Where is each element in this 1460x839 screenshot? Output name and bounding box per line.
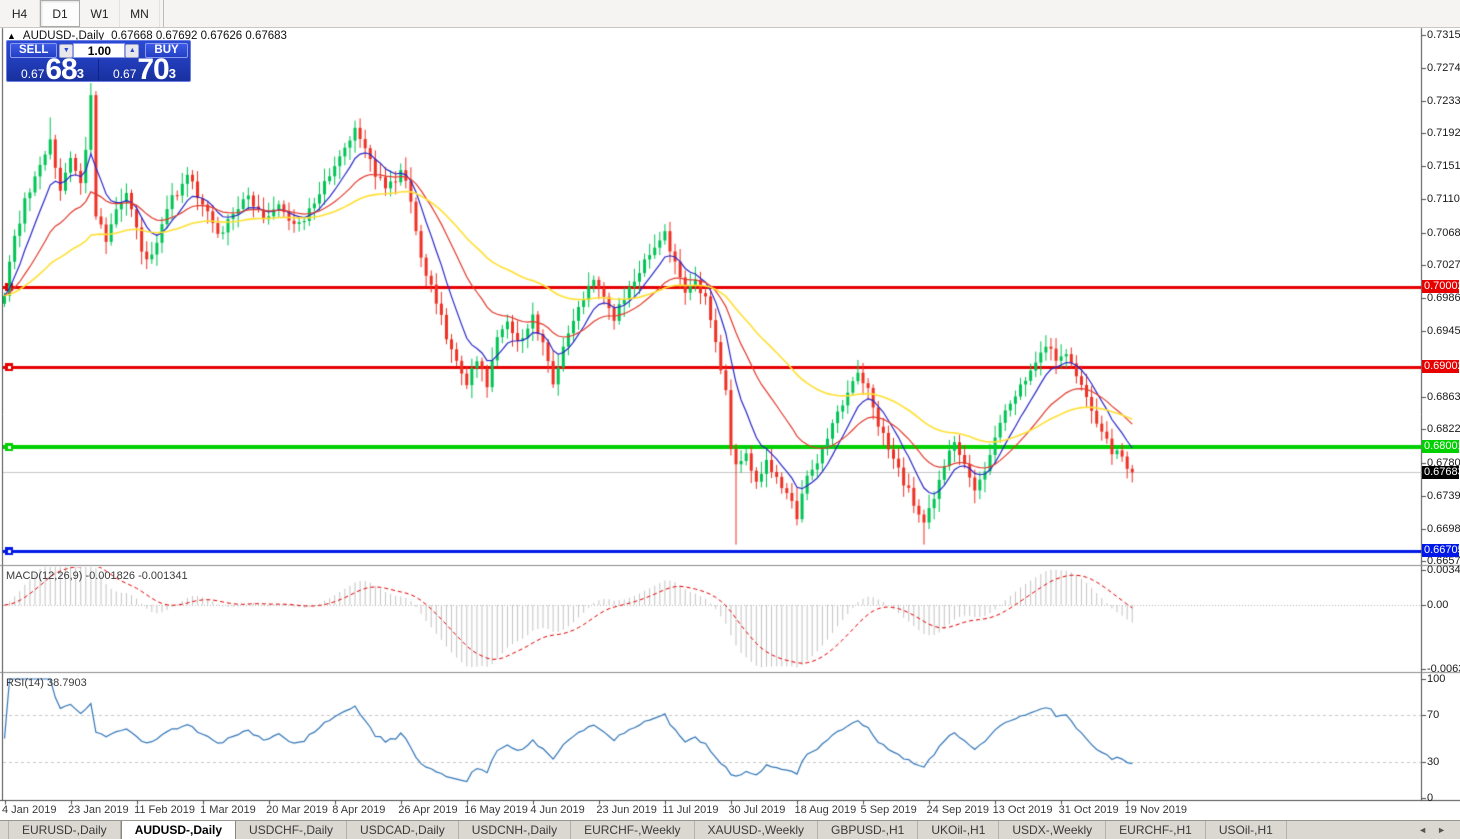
macd-tick-label: -0.00637 xyxy=(1427,662,1460,675)
ohlc-values: 0.67668 0.67692 0.67626 0.67683 xyxy=(111,30,287,42)
chart-tab-audusd-daily[interactable]: AUDUSD-,Daily xyxy=(120,821,237,839)
price-level-label-0.70002: 0.70002 xyxy=(1422,280,1460,294)
caret-down-icon: ▼ xyxy=(62,46,70,54)
chart-tab-usdchf-daily[interactable]: USDCHF-,Daily xyxy=(236,821,348,839)
chart-tab-usdx-weekly[interactable]: USDX-,Weekly xyxy=(999,821,1107,839)
buy-price[interactable]: 0.67 70 3 xyxy=(99,53,190,82)
date-tick-label: 30 Jul 2019 xyxy=(728,804,786,816)
timeframe-toolbar: H4 D1 W1 MN xyxy=(0,0,1460,28)
chart-tab-usoil-h1[interactable]: USOil-,H1 xyxy=(1206,821,1287,839)
one-click-trading-panel: SELL ▼ ▲ BUY 0.67 68 3 0.67 70 3 xyxy=(6,40,191,82)
rsi-tick-label: 0 xyxy=(1427,792,1434,804)
chart-tab-bar: EURUSD-,Daily AUDUSD-,Daily USDCHF-,Daily U… xyxy=(0,820,1460,839)
trade-panel-divider xyxy=(98,59,99,81)
rsi-tick-label: 30 xyxy=(1427,756,1440,769)
date-tick-label: 24 Sep 2019 xyxy=(926,804,989,816)
date-tick-label: 8 Apr 2019 xyxy=(332,804,386,816)
trade-panel-controls: SELL ▼ ▲ BUY xyxy=(7,42,190,59)
date-tick-label: 19 Nov 2019 xyxy=(1124,804,1188,816)
date-tick-label: 4 Jun 2019 xyxy=(530,804,585,816)
buy-price-prefix: 0.67 xyxy=(113,67,137,81)
sell-price[interactable]: 0.67 68 3 xyxy=(7,53,98,82)
chart-tab-strip: EURUSD-,Daily AUDUSD-,Daily USDCHF-,Daily U… xyxy=(0,821,1404,839)
sell-price-prefix: 0.67 xyxy=(21,67,45,81)
date-tick-label: 31 Oct 2019 xyxy=(1058,804,1119,816)
macd-tick-label: 0.00 xyxy=(1427,599,1449,611)
timeframe-button-h4[interactable]: H4 xyxy=(0,0,40,27)
tab-scroll-controls: ◄ ► xyxy=(1404,821,1460,839)
chart-symbol-header: ▲ AUDUSD-,Daily 0.67668 0.67692 0.67626 … xyxy=(7,30,287,42)
date-tick-label: 5 Sep 2019 xyxy=(860,804,917,816)
rsi-tick-label: 100 xyxy=(1427,673,1446,685)
date-tick-label: 16 May 2019 xyxy=(464,804,528,816)
chart-tab-usdcad-daily[interactable]: USDCAD-,Daily xyxy=(347,821,459,839)
price-level-label-0.69002: 0.69002 xyxy=(1422,360,1460,374)
caret-up-icon: ▲ xyxy=(128,46,136,54)
date-tick-label: 23 Jan 2019 xyxy=(68,804,129,816)
price-level-label-0.68001: 0.68001 xyxy=(1422,440,1460,454)
symbol-title: AUDUSD-,Daily xyxy=(22,30,105,42)
sell-button[interactable]: SELL xyxy=(10,43,58,58)
date-tick-label: 4 Jan 2019 xyxy=(2,804,57,816)
sell-price-big: 68 xyxy=(45,53,77,82)
timeframe-button-w1[interactable]: W1 xyxy=(80,0,120,27)
buy-button[interactable]: BUY xyxy=(145,43,188,58)
buy-price-big: 70 xyxy=(137,53,169,82)
date-tick-label: 1 Mar 2019 xyxy=(200,804,256,816)
date-tick-label: 23 Jun 2019 xyxy=(596,804,657,816)
chart-tab-eurusd-daily[interactable]: EURUSD-,Daily xyxy=(8,821,121,839)
date-tick-label: 11 Feb 2019 xyxy=(134,804,196,816)
macd-tick-label: 0.00349 xyxy=(1427,564,1460,577)
date-tick-label: 20 Mar 2019 xyxy=(266,804,328,816)
chart-tab-xauusd-weekly[interactable]: XAUUSD-,Weekly xyxy=(695,821,818,839)
date-tick-label: 18 Aug 2019 xyxy=(794,804,857,816)
macd-indicator-label: MACD(12,26,9) -0.001826 -0.001341 xyxy=(6,570,188,582)
current-price-label: 0.67683 xyxy=(1422,465,1460,479)
chart-tab-ukoil-h1[interactable]: UKOil-,H1 xyxy=(918,821,1000,839)
chart-tab-gbpusd-h1[interactable]: GBPUSD-,H1 xyxy=(818,821,919,839)
toolbar-separator xyxy=(160,0,164,27)
collapse-chart-icon[interactable]: ▲ xyxy=(7,31,16,41)
volume-input[interactable] xyxy=(73,43,126,58)
timeframe-button-d1[interactable]: D1 xyxy=(40,0,80,27)
price-level-label-0.66705: 0.66705 xyxy=(1422,544,1460,558)
tab-scroll-right-icon[interactable]: ► xyxy=(1437,825,1446,835)
date-tick-label: 26 Apr 2019 xyxy=(398,804,458,816)
chart-tab-eurchf-h1[interactable]: EURCHF-,H1 xyxy=(1106,821,1206,839)
buy-price-pip: 3 xyxy=(168,66,176,81)
date-tick-label: 11 Jul 2019 xyxy=(662,804,719,816)
trade-panel-prices: 0.67 68 3 0.67 70 3 xyxy=(7,53,190,82)
volume-up-button[interactable]: ▲ xyxy=(125,43,140,58)
date-tick-label: 13 Oct 2019 xyxy=(992,804,1053,816)
chart-tab-usdcnh-daily[interactable]: USDCNH-,Daily xyxy=(459,821,572,839)
rsi-indicator-label: RSI(14) 38.7903 xyxy=(6,677,87,689)
volume-down-button[interactable]: ▼ xyxy=(59,43,74,58)
timeframe-button-mn[interactable]: MN xyxy=(120,0,160,27)
rsi-tick-label: 70 xyxy=(1427,708,1440,721)
sell-price-pip: 3 xyxy=(76,66,84,81)
tab-scroll-left-icon[interactable]: ◄ xyxy=(1418,825,1428,835)
chart-tab-eurchf-weekly[interactable]: EURCHF-,Weekly xyxy=(571,821,695,839)
